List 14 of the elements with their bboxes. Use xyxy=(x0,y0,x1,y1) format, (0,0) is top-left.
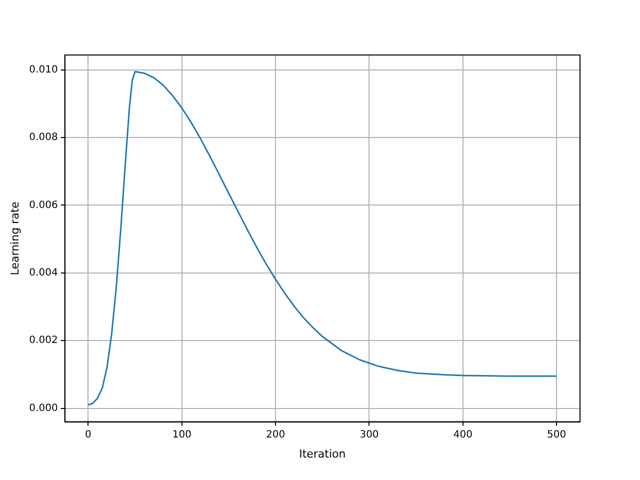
y-tick-label: 0.010 xyxy=(29,64,58,76)
y-tick-label: 0.000 xyxy=(29,402,58,414)
x-tick-label: 500 xyxy=(547,429,566,440)
x-tick-label: 100 xyxy=(172,429,192,440)
x-tick-label: 400 xyxy=(453,429,472,440)
x-axis-title: Iteration xyxy=(299,447,346,460)
y-tick-label: 0.004 xyxy=(29,268,58,279)
x-tick-label: 300 xyxy=(360,429,379,440)
y-tick-label: 0.006 xyxy=(29,200,58,211)
y-axis-title: Learning rate xyxy=(8,201,22,276)
x-tick-label: 0 xyxy=(85,429,92,440)
y-tick-label: 0.008 xyxy=(29,132,58,144)
y-tick-label: 0.002 xyxy=(29,335,58,346)
x-tick-label: 200 xyxy=(266,429,286,440)
